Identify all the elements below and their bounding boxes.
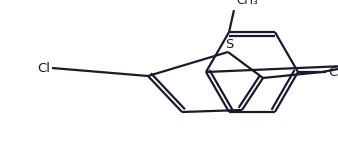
Text: S: S — [225, 38, 233, 51]
Text: CH₃: CH₃ — [236, 0, 258, 7]
Text: Cl: Cl — [37, 61, 50, 75]
Text: Cl: Cl — [328, 65, 338, 79]
